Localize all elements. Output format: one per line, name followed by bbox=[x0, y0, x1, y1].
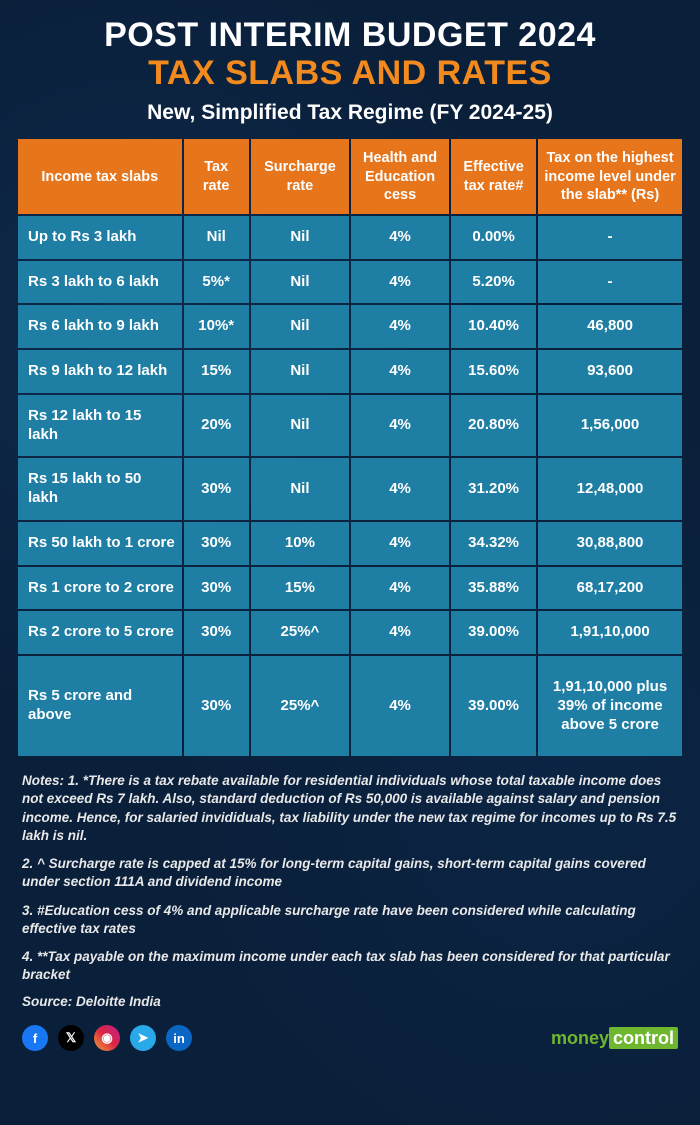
notes-block: Notes: 1. *There is a tax rebate availab… bbox=[16, 772, 684, 984]
value-cell: 4% bbox=[351, 261, 449, 304]
value-cell: 39.00% bbox=[451, 656, 536, 756]
table-row: Rs 6 lakh to 9 lakh10%*Nil4%10.40%46,800 bbox=[18, 305, 682, 348]
value-cell: 4% bbox=[351, 216, 449, 259]
slab-cell: Rs 15 lakh to 50 lakh bbox=[18, 458, 182, 520]
value-cell: 30% bbox=[184, 567, 249, 610]
value-cell: 30,88,800 bbox=[538, 522, 682, 565]
value-cell: 4% bbox=[351, 567, 449, 610]
value-cell: - bbox=[538, 216, 682, 259]
value-cell: 20% bbox=[184, 395, 249, 457]
slab-cell: Rs 6 lakh to 9 lakh bbox=[18, 305, 182, 348]
value-cell: 5%* bbox=[184, 261, 249, 304]
tax-slab-table: Income tax slabsTax rateSurcharge rateHe… bbox=[16, 137, 684, 758]
table-body: Up to Rs 3 lakhNilNil4%0.00%-Rs 3 lakh t… bbox=[18, 216, 682, 757]
slab-cell: Rs 3 lakh to 6 lakh bbox=[18, 261, 182, 304]
value-cell: Nil bbox=[251, 305, 349, 348]
table-header-cell: Income tax slabs bbox=[18, 139, 182, 213]
value-cell: 25%^ bbox=[251, 656, 349, 756]
note-line: Notes: 1. *There is a tax rebate availab… bbox=[22, 772, 678, 845]
value-cell: 68,17,200 bbox=[538, 567, 682, 610]
table-header-cell: Tax on the highest income level under th… bbox=[538, 139, 682, 213]
table-header-cell: Effective tax rate# bbox=[451, 139, 536, 213]
table-header-cell: Tax rate bbox=[184, 139, 249, 213]
table-header-cell: Health and Education cess bbox=[351, 139, 449, 213]
facebook-icon[interactable]: f bbox=[22, 1025, 48, 1051]
value-cell: 46,800 bbox=[538, 305, 682, 348]
value-cell: Nil bbox=[184, 216, 249, 259]
value-cell: Nil bbox=[251, 458, 349, 520]
slab-cell: Rs 1 crore to 2 crore bbox=[18, 567, 182, 610]
slab-cell: Up to Rs 3 lakh bbox=[18, 216, 182, 259]
value-cell: 35.88% bbox=[451, 567, 536, 610]
slab-cell: Rs 2 crore to 5 crore bbox=[18, 611, 182, 654]
value-cell: 4% bbox=[351, 656, 449, 756]
value-cell: 39.00% bbox=[451, 611, 536, 654]
slab-cell: Rs 5 crore and above bbox=[18, 656, 182, 756]
table-row: Rs 5 crore and above30%25%^4%39.00%1,91,… bbox=[18, 656, 682, 756]
value-cell: 15.60% bbox=[451, 350, 536, 393]
note-line: 3. #Education cess of 4% and applicable … bbox=[22, 902, 678, 938]
table-row: Up to Rs 3 lakhNilNil4%0.00%- bbox=[18, 216, 682, 259]
slab-cell: Rs 50 lakh to 1 crore bbox=[18, 522, 182, 565]
table-row: Rs 1 crore to 2 crore30%15%4%35.88%68,17… bbox=[18, 567, 682, 610]
value-cell: 30% bbox=[184, 611, 249, 654]
brand-part-2: control bbox=[609, 1027, 678, 1049]
x-twitter-icon[interactable]: 𝕏 bbox=[58, 1025, 84, 1051]
note-line: 2. ^ Surcharge rate is capped at 15% for… bbox=[22, 855, 678, 891]
brand-part-1: money bbox=[551, 1028, 609, 1048]
value-cell: 15% bbox=[184, 350, 249, 393]
value-cell: - bbox=[538, 261, 682, 304]
value-cell: 34.32% bbox=[451, 522, 536, 565]
table-header-row: Income tax slabsTax rateSurcharge rateHe… bbox=[18, 139, 682, 213]
value-cell: 10%* bbox=[184, 305, 249, 348]
table-row: Rs 9 lakh to 12 lakh15%Nil4%15.60%93,600 bbox=[18, 350, 682, 393]
value-cell: 4% bbox=[351, 395, 449, 457]
value-cell: 93,600 bbox=[538, 350, 682, 393]
value-cell: 0.00% bbox=[451, 216, 536, 259]
slab-cell: Rs 12 lakh to 15 lakh bbox=[18, 395, 182, 457]
value-cell: 4% bbox=[351, 458, 449, 520]
value-cell: 4% bbox=[351, 350, 449, 393]
note-line: 4. **Tax payable on the maximum income u… bbox=[22, 948, 678, 984]
value-cell: 30% bbox=[184, 656, 249, 756]
footer: f𝕏 ◉ ➤ in moneycontrol bbox=[16, 1025, 684, 1051]
table-header-cell: Surcharge rate bbox=[251, 139, 349, 213]
value-cell: 30% bbox=[184, 522, 249, 565]
value-cell: 1,56,000 bbox=[538, 395, 682, 457]
value-cell: Nil bbox=[251, 261, 349, 304]
value-cell: 25%^ bbox=[251, 611, 349, 654]
title-line-1: POST INTERIM BUDGET 2024 bbox=[16, 18, 684, 54]
value-cell: 4% bbox=[351, 611, 449, 654]
value-cell: 20.80% bbox=[451, 395, 536, 457]
value-cell: 1,91,10,000 plus 39% of income above 5 c… bbox=[538, 656, 682, 756]
table-row: Rs 2 crore to 5 crore30%25%^4%39.00%1,91… bbox=[18, 611, 682, 654]
value-cell: 4% bbox=[351, 305, 449, 348]
social-icons: f𝕏 ◉ ➤ in bbox=[22, 1025, 192, 1051]
table-row: Rs 3 lakh to 6 lakh5%*Nil4%5.20%- bbox=[18, 261, 682, 304]
value-cell: 12,48,000 bbox=[538, 458, 682, 520]
value-cell: 1,91,10,000 bbox=[538, 611, 682, 654]
table-row: Rs 12 lakh to 15 lakh20%Nil4%20.80%1,56,… bbox=[18, 395, 682, 457]
value-cell: 10.40% bbox=[451, 305, 536, 348]
title-line-2: TAX SLABS AND RATES bbox=[16, 56, 684, 92]
source-line: Source: Deloitte India bbox=[16, 994, 684, 1009]
table-row: Rs 15 lakh to 50 lakh30%Nil4%31.20%12,48… bbox=[18, 458, 682, 520]
value-cell: Nil bbox=[251, 216, 349, 259]
value-cell: 15% bbox=[251, 567, 349, 610]
value-cell: 10% bbox=[251, 522, 349, 565]
brand-logo: moneycontrol bbox=[551, 1028, 678, 1049]
instagram-icon[interactable]: ◉ bbox=[94, 1025, 120, 1051]
value-cell: 5.20% bbox=[451, 261, 536, 304]
linkedin-icon[interactable]: in bbox=[166, 1025, 192, 1051]
telegram-icon[interactable]: ➤ bbox=[130, 1025, 156, 1051]
slab-cell: Rs 9 lakh to 12 lakh bbox=[18, 350, 182, 393]
value-cell: 4% bbox=[351, 522, 449, 565]
table-row: Rs 50 lakh to 1 crore30%10%4%34.32%30,88… bbox=[18, 522, 682, 565]
value-cell: 31.20% bbox=[451, 458, 536, 520]
subtitle: New, Simplified Tax Regime (FY 2024-25) bbox=[16, 101, 684, 125]
value-cell: Nil bbox=[251, 350, 349, 393]
value-cell: Nil bbox=[251, 395, 349, 457]
value-cell: 30% bbox=[184, 458, 249, 520]
